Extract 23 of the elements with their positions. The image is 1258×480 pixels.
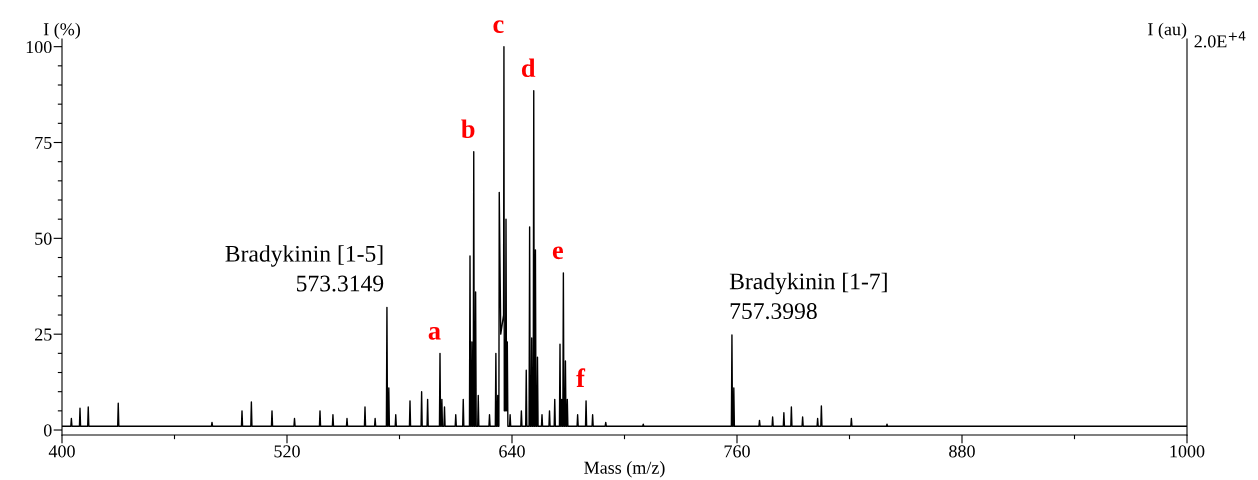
- y-tick-label: 25: [35, 328, 52, 341]
- x-tick-label: 760: [724, 445, 750, 458]
- annotation: b: [461, 119, 475, 139]
- annotation: c: [493, 20, 504, 33]
- x-axis-title: Mass (m/z): [584, 461, 665, 478]
- text: 2.0E$^{+4}$: [1194, 31, 1246, 48]
- annotation: e: [552, 246, 563, 260]
- y-tick-label: 0: [43, 424, 52, 437]
- annotation: Bradykinin [1-5] 573.3149: [225, 245, 384, 292]
- x-tick-label: 1000: [1170, 445, 1205, 458]
- annotation: Bradykinin [1-7] 757.3998: [729, 272, 887, 320]
- y-tick-label: 100: [26, 40, 52, 54]
- y-tick-label: 75: [35, 136, 52, 149]
- y-tick-label: 50: [35, 232, 52, 245]
- x-tick-label: 880: [949, 445, 975, 458]
- x-tick-label: 640: [499, 445, 525, 458]
- x-tick-label: 520: [274, 445, 300, 458]
- annotation: f: [576, 368, 586, 387]
- annotation: d: [521, 58, 536, 78]
- annotation: a: [428, 327, 441, 340]
- y-axis-title: I (%): [43, 22, 80, 39]
- y2-axis-title: I (au): [1148, 22, 1187, 39]
- x-tick-label: 400: [48, 445, 75, 458]
